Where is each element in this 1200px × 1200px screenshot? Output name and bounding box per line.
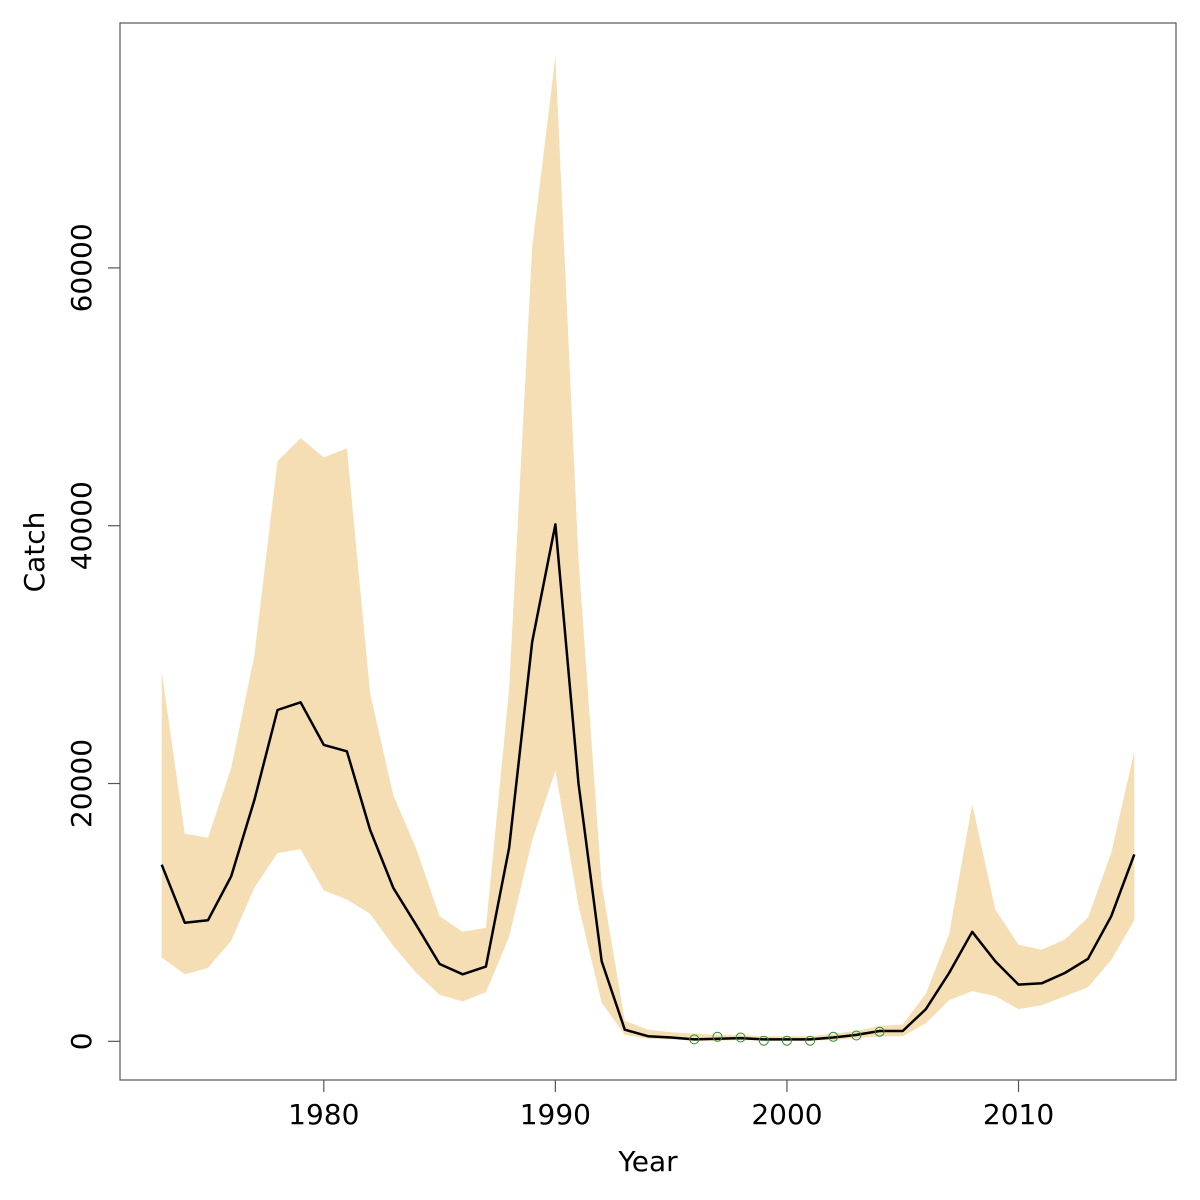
observed-point [805, 1035, 816, 1046]
observed-point [851, 1030, 862, 1041]
x-tick-label: 1990 [520, 1098, 591, 1131]
observed-point [874, 1026, 885, 1037]
y-tick-label: 0 [65, 1032, 98, 1050]
observed-point [735, 1032, 746, 1043]
y-tick-label: 60000 [65, 223, 98, 312]
observed-point [689, 1034, 700, 1045]
observed-point [828, 1031, 839, 1042]
x-tick-label: 2000 [751, 1098, 822, 1131]
confidence-band [161, 56, 1135, 1041]
y-axis: 0 20000 40000 60000 [65, 223, 120, 1050]
median-catch-line [160, 523, 1136, 1041]
plot-frame [119, 22, 1177, 1081]
observed-point [781, 1035, 792, 1046]
x-axis-title: Year [617, 1145, 678, 1178]
x-tick-label: 1980 [288, 1098, 359, 1131]
y-tick-label: 40000 [65, 481, 98, 570]
observed-point [758, 1035, 769, 1046]
observed-point [712, 1031, 723, 1042]
plot-area [160, 56, 1136, 1046]
y-tick-label: 20000 [65, 739, 98, 828]
x-axis: 1980 1990 2000 2010 [288, 1080, 1054, 1131]
y-axis-title: Catch [18, 512, 51, 593]
x-tick-label: 2010 [983, 1098, 1054, 1131]
